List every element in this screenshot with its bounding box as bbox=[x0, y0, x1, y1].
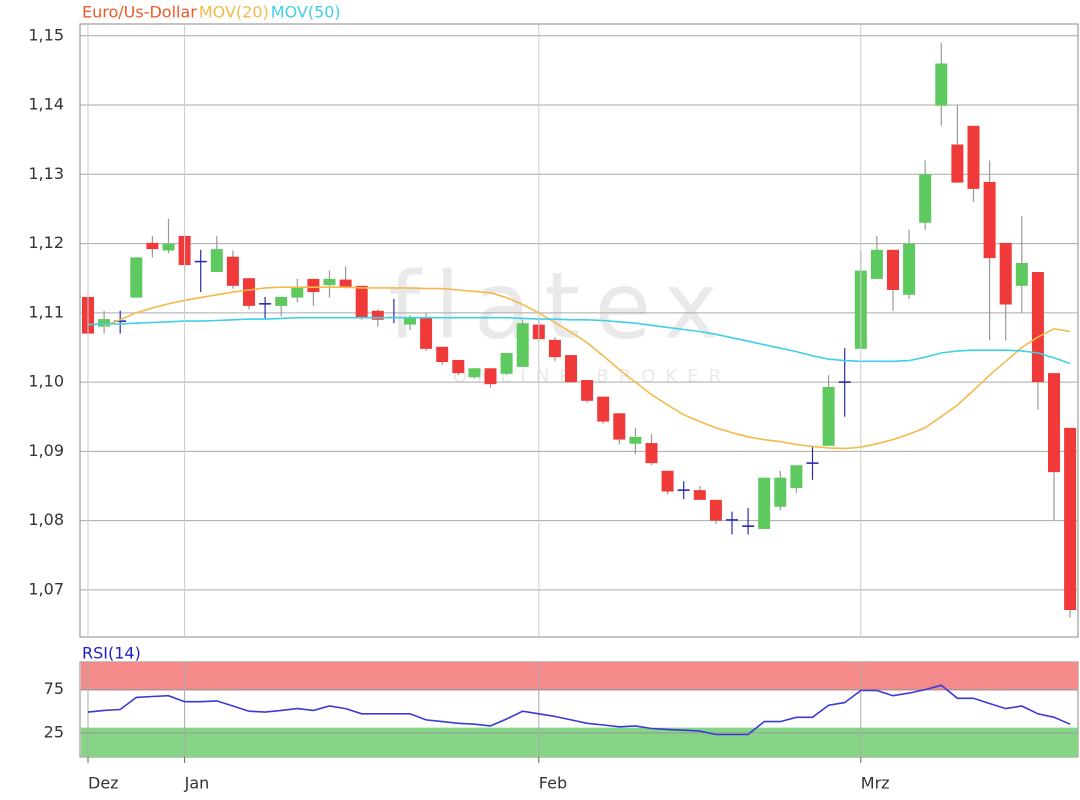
candle-body bbox=[951, 144, 964, 183]
candle-body bbox=[130, 257, 143, 298]
y-tick-label: 1,13 bbox=[28, 164, 64, 183]
candle-body bbox=[903, 243, 916, 295]
y-tick-label: 1,08 bbox=[28, 510, 64, 529]
y-tick-label: 1,15 bbox=[28, 25, 64, 44]
panel-title: RSI(14) bbox=[82, 644, 141, 663]
candle-body bbox=[999, 242, 1012, 305]
moving-average-line bbox=[103, 286, 1071, 450]
candle-body bbox=[484, 368, 497, 385]
candle-body bbox=[323, 278, 336, 286]
candle-body bbox=[597, 396, 610, 422]
y-tick-label: 25 bbox=[44, 722, 64, 741]
candle-body bbox=[162, 243, 175, 251]
candle-body bbox=[919, 174, 932, 223]
candle-body bbox=[226, 256, 239, 286]
candle-body bbox=[420, 317, 433, 349]
rsi-line bbox=[87, 684, 1071, 736]
candle-body bbox=[355, 285, 368, 318]
candle-body bbox=[693, 490, 706, 500]
candle-body bbox=[548, 339, 561, 358]
y-tick-label: 1,14 bbox=[28, 95, 64, 114]
candle-body bbox=[1031, 271, 1044, 383]
candle-body bbox=[146, 242, 159, 250]
candle-body bbox=[98, 319, 111, 327]
candle-body bbox=[758, 477, 771, 529]
candle-body bbox=[291, 287, 304, 298]
candle-body bbox=[339, 279, 352, 288]
candle-body bbox=[210, 249, 223, 272]
candle-body bbox=[516, 323, 529, 367]
x-tick-label: Feb bbox=[539, 774, 567, 793]
x-tick-label: Jan bbox=[184, 774, 210, 793]
candle-body bbox=[404, 317, 416, 325]
candle-body bbox=[1048, 373, 1060, 473]
candle-body bbox=[967, 125, 980, 189]
zone-band bbox=[81, 727, 1078, 757]
x-tick-label: Mrz bbox=[861, 774, 890, 793]
candle-body bbox=[565, 355, 577, 383]
candle-body bbox=[661, 470, 674, 492]
candle-body bbox=[709, 499, 722, 521]
candle-body bbox=[275, 296, 288, 306]
candle-body bbox=[935, 63, 948, 106]
legend-entry: MOV(20) bbox=[199, 3, 269, 22]
candle-body bbox=[500, 353, 513, 374]
candle-body bbox=[629, 436, 642, 444]
candle-body bbox=[790, 465, 803, 489]
candle-body bbox=[870, 249, 883, 279]
y-tick-label: 75 bbox=[44, 679, 64, 698]
candle-body bbox=[645, 443, 658, 464]
candle-body bbox=[822, 386, 835, 446]
x-tick-label: Dez bbox=[88, 774, 119, 793]
y-tick-label: 1,09 bbox=[28, 441, 64, 460]
candle-body bbox=[468, 368, 481, 378]
candle-body bbox=[581, 380, 594, 401]
candle-body bbox=[452, 359, 465, 374]
moving-average-line bbox=[87, 316, 1071, 365]
candle-body bbox=[243, 278, 255, 306]
candle-body bbox=[371, 310, 384, 320]
legend-entry: Euro/Us-Dollar bbox=[82, 3, 197, 22]
main-plot-area bbox=[79, 23, 1079, 638]
legend-entry: MOV(50) bbox=[271, 3, 341, 22]
candle-body bbox=[774, 477, 787, 507]
candle-body bbox=[887, 249, 899, 290]
candle-body bbox=[983, 181, 996, 259]
candle-body bbox=[613, 413, 626, 440]
zone-band bbox=[81, 662, 1078, 691]
y-tick-label: 1,07 bbox=[28, 579, 64, 598]
candle-body bbox=[307, 278, 320, 293]
candle-body bbox=[1015, 262, 1028, 286]
y-tick-label: 1,11 bbox=[28, 302, 64, 321]
y-tick-label: 1,12 bbox=[28, 233, 64, 252]
y-tick-label: 1,10 bbox=[28, 372, 64, 391]
candle-body bbox=[436, 346, 449, 363]
candle-body bbox=[1064, 427, 1077, 610]
